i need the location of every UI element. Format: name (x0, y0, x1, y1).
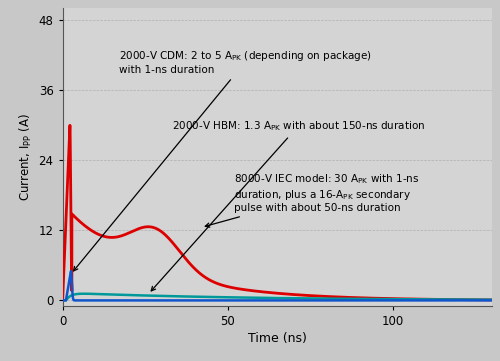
Text: 8000-V IEC model: 30 A$_{\mathrm{PK}}$ with 1-ns
duration, plus a 16-A$_{\mathrm: 8000-V IEC model: 30 A$_{\mathrm{PK}}$ w… (206, 172, 420, 227)
Y-axis label: Current, I$_{\mathrm{PP}}$ (A): Current, I$_{\mathrm{PP}}$ (A) (18, 113, 34, 201)
Text: 2000-V HBM: 1.3 A$_{\mathrm{PK}}$ with about 150-ns duration: 2000-V HBM: 1.3 A$_{\mathrm{PK}}$ with a… (151, 119, 424, 291)
Text: 2000-V CDM: 2 to 5 A$_{\mathrm{PK}}$ (depending on package)
with 1-ns duration: 2000-V CDM: 2 to 5 A$_{\mathrm{PK}}$ (de… (74, 49, 372, 271)
X-axis label: Time (ns): Time (ns) (248, 332, 306, 345)
